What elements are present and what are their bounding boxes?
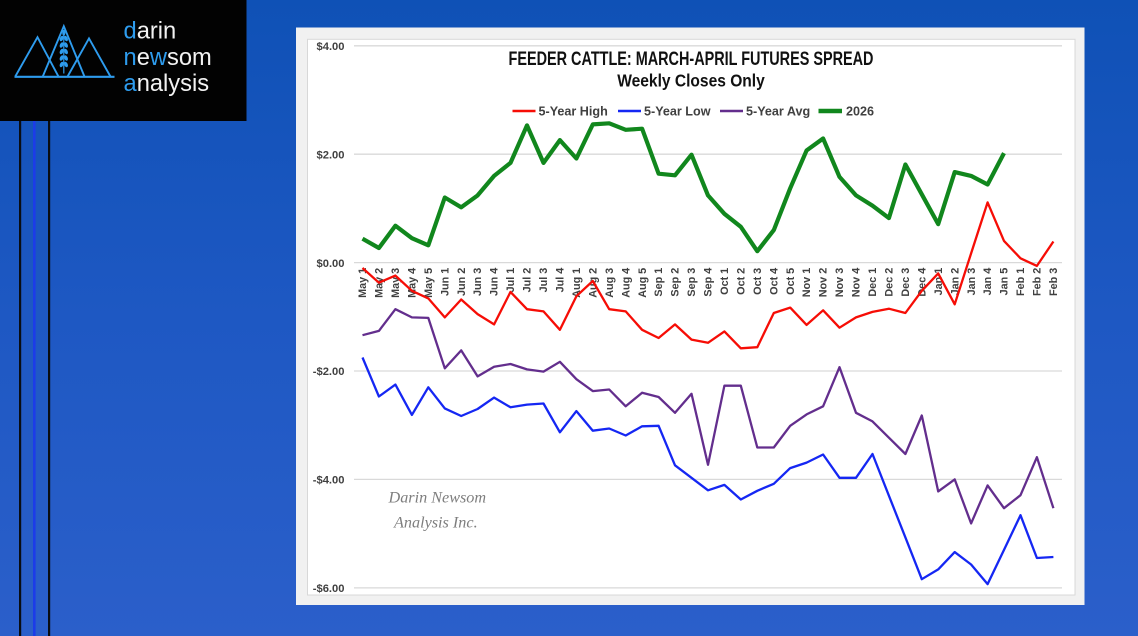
svg-text:May 1: May 1 [357, 268, 369, 298]
svg-text:Jan 3: Jan 3 [966, 268, 978, 296]
svg-text:Jun 1: Jun 1 [439, 268, 451, 296]
svg-text:Sep 2: Sep 2 [670, 268, 682, 297]
svg-text:Nov 1: Nov 1 [801, 268, 813, 297]
svg-text:Jul 4: Jul 4 [555, 268, 567, 293]
svg-text:May 4: May 4 [407, 268, 419, 298]
svg-text:Jul 1: Jul 1 [505, 268, 517, 293]
svg-text:Jul 2: Jul 2 [522, 268, 534, 293]
svg-text:FEEDER CATTLE: MARCH-APRIL FUT: FEEDER CATTLE: MARCH-APRIL FUTURES SPREA… [509, 48, 874, 69]
svg-text:Jul 3: Jul 3 [538, 268, 550, 293]
svg-text:newsom: newsom [124, 45, 212, 71]
svg-text:Oct 3: Oct 3 [752, 268, 764, 295]
svg-text:Darin Newsom: Darin Newsom [388, 488, 487, 506]
svg-text:Sep 1: Sep 1 [653, 268, 665, 297]
svg-text:darin: darin [124, 19, 177, 45]
svg-text:$4.00: $4.00 [317, 41, 345, 53]
svg-text:Aug 4: Aug 4 [620, 268, 632, 298]
svg-text:Oct 2: Oct 2 [735, 268, 747, 295]
svg-text:Jun 2: Jun 2 [456, 268, 468, 296]
svg-text:Nov 3: Nov 3 [834, 268, 846, 297]
svg-text:Analysis Inc.: Analysis Inc. [393, 513, 478, 531]
svg-text:Dec 3: Dec 3 [900, 268, 912, 297]
svg-text:Feb 3: Feb 3 [1048, 268, 1060, 296]
svg-text:Aug 1: Aug 1 [571, 268, 583, 298]
svg-text:-$6.00: -$6.00 [313, 583, 345, 595]
svg-text:Jun 4: Jun 4 [489, 268, 501, 296]
svg-text:Dec 1: Dec 1 [867, 268, 879, 297]
svg-text:Jan 2: Jan 2 [949, 268, 961, 296]
svg-text:Dec 4: Dec 4 [916, 268, 928, 297]
svg-text:May 5: May 5 [423, 268, 435, 298]
svg-text:$2.00: $2.00 [317, 149, 345, 161]
svg-text:Sep 3: Sep 3 [686, 268, 698, 297]
svg-text:$0.00: $0.00 [317, 258, 345, 270]
svg-text:Oct 5: Oct 5 [785, 268, 797, 295]
svg-text:Jun 3: Jun 3 [472, 268, 484, 296]
svg-text:Feb 2: Feb 2 [1032, 268, 1044, 296]
svg-text:Jan 4: Jan 4 [982, 268, 994, 296]
svg-text:May 3: May 3 [390, 268, 402, 298]
svg-text:Jan 5: Jan 5 [999, 268, 1011, 296]
svg-text:5-Year Avg: 5-Year Avg [746, 105, 810, 119]
svg-text:Sep 4: Sep 4 [703, 268, 715, 297]
svg-text:Weekly Closes Only: Weekly Closes Only [617, 70, 765, 90]
svg-text:-$4.00: -$4.00 [313, 475, 345, 487]
svg-text:Oct 1: Oct 1 [719, 268, 731, 295]
svg-text:Aug 3: Aug 3 [604, 268, 616, 298]
svg-text:Oct 4: Oct 4 [768, 268, 780, 295]
svg-text:5-Year Low: 5-Year Low [644, 105, 711, 119]
svg-text:2026: 2026 [846, 105, 874, 119]
svg-text:analysis: analysis [124, 71, 210, 97]
svg-text:Feb 1: Feb 1 [1015, 268, 1027, 296]
svg-text:Aug 5: Aug 5 [637, 268, 649, 298]
svg-text:-$2.00: -$2.00 [313, 366, 345, 378]
svg-text:Nov 2: Nov 2 [818, 268, 830, 297]
svg-text:5-Year High: 5-Year High [539, 105, 608, 119]
svg-text:Nov 4: Nov 4 [851, 268, 863, 297]
svg-text:Dec 2: Dec 2 [884, 268, 896, 297]
